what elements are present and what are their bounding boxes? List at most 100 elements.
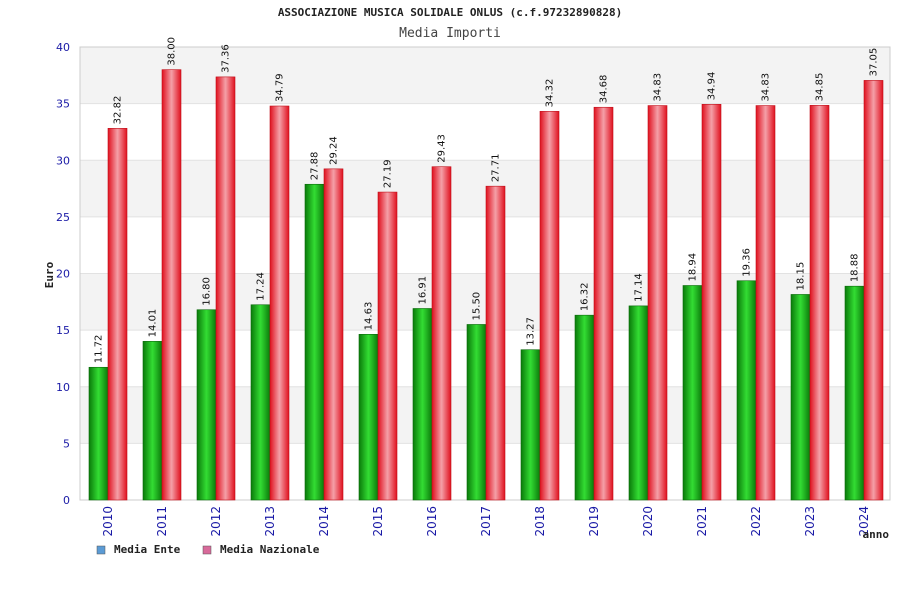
- bar-media-nazionale: [107, 128, 128, 501]
- x-tick-label: 2016: [425, 506, 439, 537]
- y-tick-label: 30: [56, 154, 70, 167]
- data-label: 17.14: [634, 273, 645, 302]
- data-label: 14.01: [148, 309, 159, 338]
- bar-media-ente: [142, 341, 163, 501]
- chart-title: ASSOCIAZIONE MUSICA SOLIDALE ONLUS (c.f.…: [278, 6, 622, 19]
- data-label: 11.72: [94, 335, 105, 364]
- data-label: 27.19: [383, 159, 394, 188]
- legend: Media Ente Media Nazionale: [96, 543, 320, 556]
- x-axis: 2010 2011 2012 2013 2014 2015 2016 2017 2018 2019…: [101, 506, 871, 537]
- grid-band: [80, 216, 890, 274]
- data-label: 34.68: [599, 75, 610, 104]
- bar-media-nazionale: [431, 166, 452, 501]
- bar-media-ente: [790, 294, 811, 501]
- x-tick-label: 2024: [857, 506, 871, 537]
- bar-media-nazionale: [377, 191, 398, 501]
- bar-media-nazionale: [701, 104, 722, 501]
- data-label: 18.94: [688, 253, 699, 282]
- x-tick-label: 2012: [209, 506, 223, 537]
- x-tick-label: 2022: [749, 506, 763, 537]
- x-tick-label: 2017: [479, 506, 493, 537]
- data-label: 32.82: [113, 96, 124, 125]
- bar-media-ente: [466, 324, 487, 501]
- data-label: 34.32: [545, 79, 556, 108]
- x-tick-label: 2013: [263, 506, 277, 537]
- data-label: 29.24: [329, 136, 340, 165]
- bar-media-ente: [304, 183, 325, 501]
- bar-media-ente: [196, 309, 217, 501]
- y-tick-label: 10: [56, 381, 70, 394]
- data-label: 37.05: [869, 48, 880, 77]
- data-label: 27.88: [310, 152, 321, 181]
- bar-media-ente: [682, 285, 703, 501]
- bar-media-nazionale: [863, 80, 884, 501]
- data-label: 29.43: [437, 134, 448, 163]
- x-tick-label: 2010: [101, 506, 115, 537]
- bar-media-ente: [358, 334, 379, 501]
- data-label: 16.32: [580, 283, 591, 312]
- bar-media-nazionale: [323, 168, 344, 501]
- data-label: 14.63: [364, 302, 375, 331]
- grid-band: [80, 103, 890, 161]
- y-tick-label: 35: [56, 98, 70, 111]
- bar-media-ente: [412, 308, 433, 501]
- grid-band: [80, 160, 890, 217]
- legend-swatch: [96, 545, 106, 555]
- legend-entry: Media Nazionale: [220, 543, 320, 556]
- y-axis: 0 5 10 15 20 25 30 35 40: [56, 41, 70, 507]
- bar-media-ente: [574, 314, 595, 501]
- data-label: 34.79: [275, 73, 286, 102]
- data-label: 16.80: [202, 277, 213, 306]
- x-tick-label: 2018: [533, 506, 547, 537]
- x-tick-label: 2020: [641, 506, 655, 537]
- bars: 11.72 32.82 14.01 38.00 16.80 37.36 17.24 34.79…: [88, 37, 884, 501]
- data-label: 18.88: [850, 254, 861, 283]
- x-tick-label: 2011: [155, 506, 169, 537]
- chart-subtitle: Media Importi: [399, 26, 501, 41]
- bar-media-nazionale: [755, 105, 776, 501]
- x-tick-label: 2019: [587, 506, 601, 537]
- y-tick-label: 15: [56, 324, 70, 337]
- y-tick-label: 40: [56, 41, 70, 54]
- legend-swatch: [202, 545, 212, 555]
- data-label: 34.85: [815, 73, 826, 102]
- bar-media-nazionale: [269, 105, 290, 501]
- bar-media-nazionale: [215, 76, 236, 501]
- bar-media-nazionale: [647, 105, 668, 501]
- data-label: 38.00: [167, 37, 178, 66]
- data-label: 15.50: [472, 292, 483, 321]
- x-tick-label: 2014: [317, 506, 331, 537]
- data-label: 27.71: [491, 154, 502, 183]
- bar-media-nazionale: [539, 111, 560, 501]
- y-tick-label: 0: [63, 494, 70, 507]
- y-axis-label: Euro: [43, 261, 56, 288]
- x-tick-label: 2023: [803, 506, 817, 537]
- data-label: 37.36: [221, 44, 232, 73]
- data-label: 34.83: [761, 73, 772, 102]
- data-label: 34.94: [707, 72, 718, 101]
- bar-media-nazionale: [809, 105, 830, 501]
- y-tick-label: 20: [56, 268, 70, 281]
- bar-media-ente: [88, 366, 109, 501]
- x-axis-label: anno: [863, 528, 890, 541]
- bar-media-ente: [520, 349, 541, 501]
- bar-media-nazionale: [593, 106, 614, 501]
- y-tick-label: 5: [63, 437, 70, 450]
- data-label: 19.36: [742, 248, 753, 277]
- bar-media-nazionale: [485, 185, 506, 501]
- bar-media-ente: [736, 280, 757, 501]
- y-tick-label: 25: [56, 211, 70, 224]
- x-tick-label: 2021: [695, 506, 709, 537]
- bar-media-ente: [250, 304, 271, 501]
- bar-media-ente: [628, 305, 649, 501]
- data-label: 17.24: [256, 272, 267, 301]
- data-label: 34.83: [653, 73, 664, 102]
- data-label: 16.91: [418, 276, 429, 305]
- data-label: 13.27: [526, 317, 537, 346]
- data-label: 18.15: [796, 262, 807, 291]
- legend-entry: Media Ente: [114, 543, 181, 556]
- x-tick-label: 2015: [371, 506, 385, 537]
- grid-band: [80, 47, 890, 104]
- bar-media-nazionale: [161, 69, 182, 501]
